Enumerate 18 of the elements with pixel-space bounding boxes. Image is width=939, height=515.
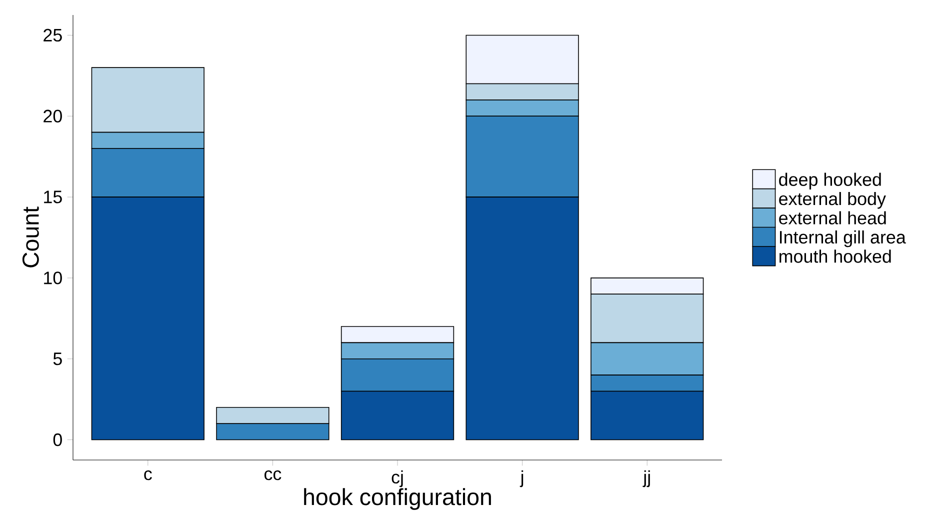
legend-label: deep hooked	[779, 172, 881, 190]
y-tick-label: 0	[53, 433, 62, 446]
y-tick-label: 15	[44, 190, 62, 204]
x-tick-label: jj	[642, 470, 650, 488]
y-tick-label: 20	[44, 110, 62, 122]
legend-label: Internal gill area	[780, 230, 906, 248]
y-tick-label: 10	[44, 272, 62, 284]
x-tick-label: cj	[392, 470, 403, 488]
legend-label: mouth hooked	[780, 250, 891, 263]
legend-label: external body	[779, 192, 886, 209]
y-axis-title: Count	[22, 206, 39, 268]
legend-label: external head	[779, 211, 886, 224]
y-tick-label: 25	[44, 28, 62, 42]
y-tick-label: 5	[53, 352, 62, 366]
x-tick-label: cc	[264, 470, 282, 480]
x-tick-label: j	[520, 470, 524, 488]
x-tick-label: c	[144, 470, 152, 480]
x-axis-title: hook configuration	[304, 488, 491, 510]
